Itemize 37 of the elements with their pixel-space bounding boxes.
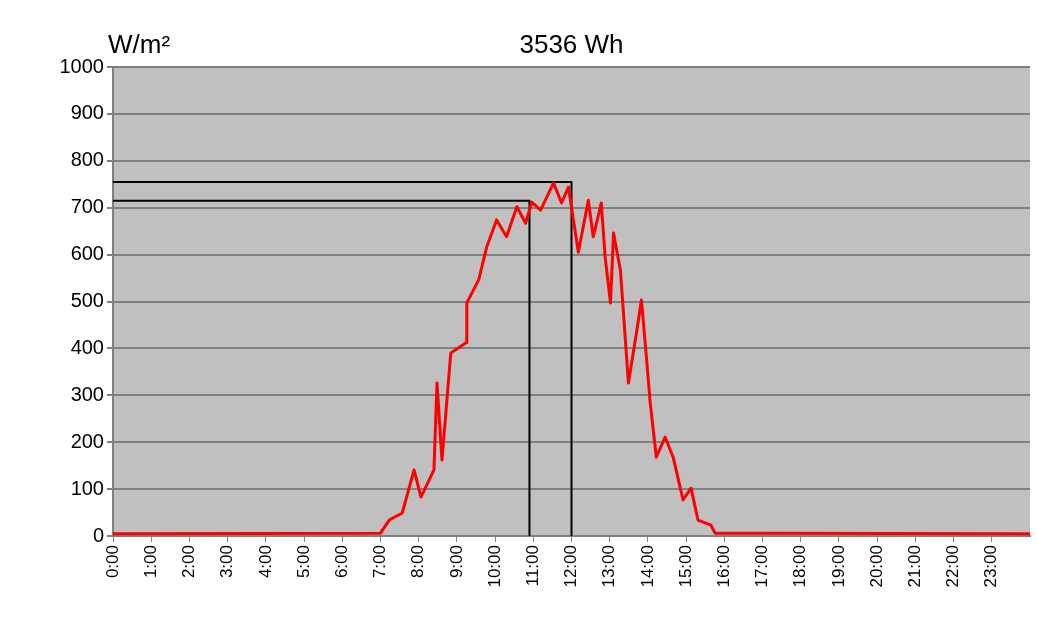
y-tick-label: 1000 <box>59 54 104 77</box>
y-axis-title: W/m² <box>108 29 171 60</box>
x-tick-label: 6:00 <box>331 545 351 579</box>
x-tick-label: 3:00 <box>217 545 237 579</box>
x-tick-label: 16:00 <box>714 545 734 588</box>
x-tick-label: 10:00 <box>484 545 504 588</box>
chart-title: 3536 Wh <box>519 29 624 60</box>
x-tick-label: 18:00 <box>790 545 810 588</box>
x-tick-label: 7:00 <box>370 545 390 579</box>
x-tick-label: 17:00 <box>752 545 772 588</box>
y-tick-label: 900 <box>70 101 104 124</box>
y-tick-label: 400 <box>70 335 104 358</box>
y-tick-label: 700 <box>70 195 104 218</box>
x-tick-label: 14:00 <box>637 545 657 588</box>
x-tick-label: 21:00 <box>905 545 925 588</box>
x-tick-label: 11:00 <box>522 545 542 587</box>
x-tick-label: 5:00 <box>293 545 313 579</box>
x-tick-label: 9:00 <box>446 545 466 579</box>
y-tick-label: 800 <box>70 148 104 171</box>
x-tick-label: 20:00 <box>866 545 886 588</box>
x-tick-label: 4:00 <box>255 545 275 579</box>
x-tick-label: 2:00 <box>179 545 199 579</box>
x-tick-label: 15:00 <box>675 545 695 588</box>
y-tick-label: 600 <box>70 242 104 265</box>
x-tick-label: 22:00 <box>943 545 963 588</box>
x-tick-label: 8:00 <box>408 545 428 579</box>
y-tick-label: 300 <box>70 382 104 405</box>
x-tick-label: 1:00 <box>140 545 160 579</box>
y-tick-label: 0 <box>92 523 104 546</box>
x-tick-label: 23:00 <box>981 545 1001 588</box>
x-tick-label: 12:00 <box>561 545 581 588</box>
y-tick-label: 200 <box>70 429 104 452</box>
y-tick-label: 100 <box>70 476 104 499</box>
x-tick-label: 13:00 <box>599 545 619 588</box>
x-tick-label: 19:00 <box>828 545 848 588</box>
x-tick-label: 0:00 <box>102 545 122 579</box>
y-tick-label: 500 <box>70 289 104 312</box>
